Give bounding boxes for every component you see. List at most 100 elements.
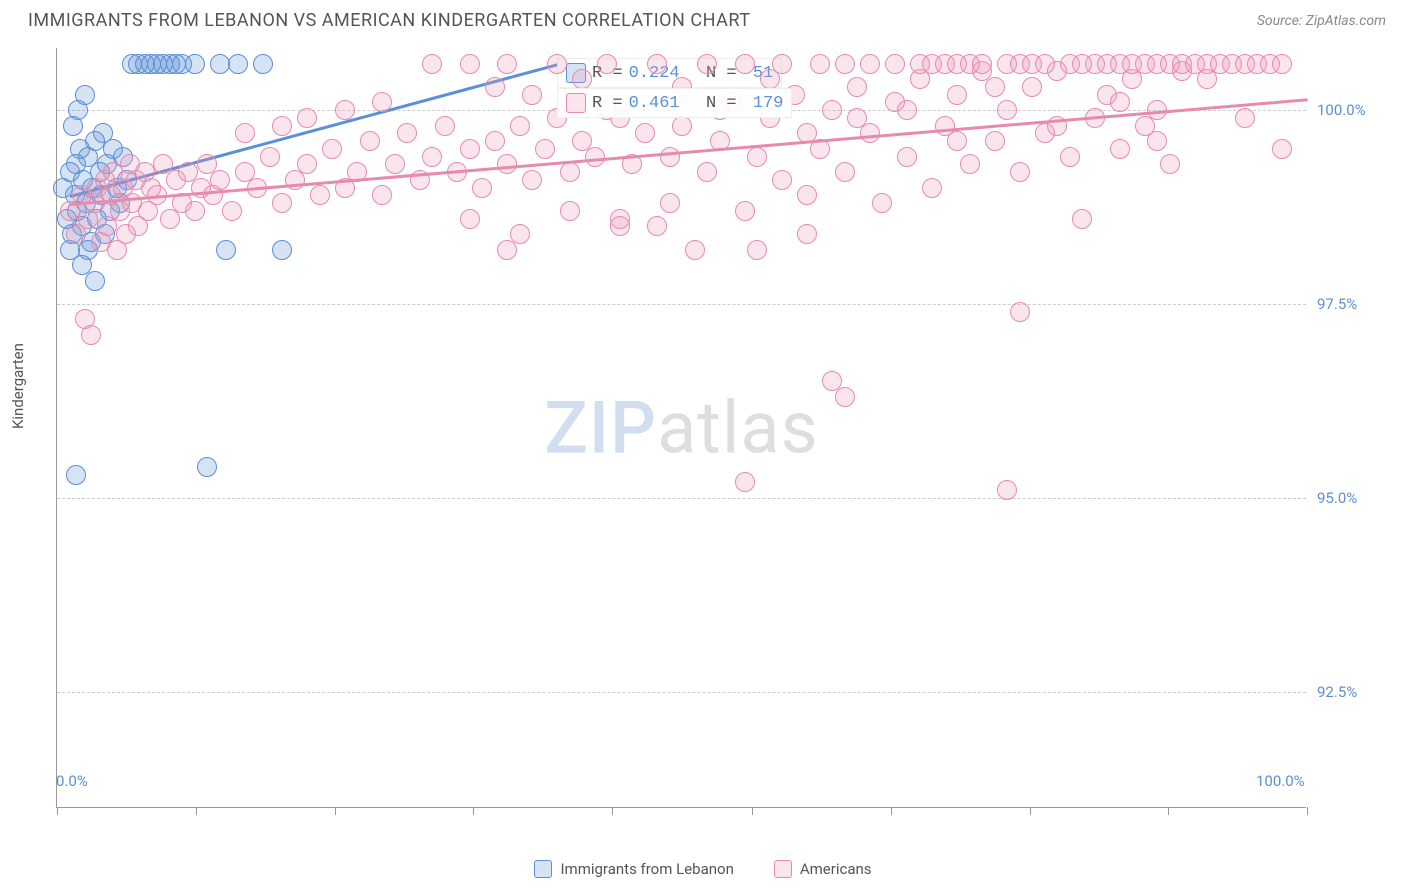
data-point: [747, 240, 767, 260]
data-point: [1022, 77, 1042, 97]
x-tick: [752, 807, 753, 815]
data-point: [1010, 302, 1030, 322]
stats-n-label: N =: [686, 94, 737, 113]
data-point: [810, 54, 830, 74]
y-tick-label: 95.0%: [1317, 489, 1357, 507]
data-point: [660, 193, 680, 213]
data-point: [697, 54, 717, 74]
data-point: [947, 131, 967, 151]
data-point: [510, 224, 530, 244]
y-tick-label: 92.5%: [1317, 683, 1357, 701]
data-point: [972, 54, 992, 74]
data-point: [560, 201, 580, 221]
data-point: [572, 69, 592, 89]
data-point: [253, 54, 273, 74]
data-point: [228, 54, 248, 74]
data-point: [460, 54, 480, 74]
data-point: [660, 147, 680, 167]
data-point: [835, 54, 855, 74]
gridline: [57, 498, 1306, 499]
data-point: [672, 116, 692, 136]
data-point: [385, 154, 405, 174]
data-point: [597, 54, 617, 74]
data-point: [185, 201, 205, 221]
data-point: [235, 123, 255, 143]
data-point: [735, 54, 755, 74]
y-tick-label: 97.5%: [1317, 295, 1357, 313]
gridline: [57, 304, 1306, 305]
data-point: [835, 387, 855, 407]
data-point: [747, 147, 767, 167]
data-point: [460, 209, 480, 229]
data-point: [472, 178, 492, 198]
data-point: [610, 216, 630, 236]
legend-swatch-icon: [534, 860, 552, 878]
x-tick: [335, 807, 336, 815]
data-point: [322, 139, 342, 159]
data-point: [222, 201, 242, 221]
data-point: [735, 201, 755, 221]
x-tick: [196, 807, 197, 815]
data-point: [460, 139, 480, 159]
watermark: ZIPatlas: [544, 385, 818, 470]
data-point: [522, 85, 542, 105]
data-point: [847, 77, 867, 97]
x-tick: [612, 807, 613, 815]
data-point: [860, 123, 880, 143]
data-point: [310, 185, 330, 205]
source-attribution: Source: ZipAtlas.com: [1257, 13, 1386, 29]
data-point: [585, 147, 605, 167]
data-point: [75, 85, 95, 105]
data-point: [797, 185, 817, 205]
x-tick: [57, 807, 58, 815]
data-point: [297, 154, 317, 174]
data-point: [1147, 131, 1167, 151]
data-point: [297, 108, 317, 128]
data-point: [797, 224, 817, 244]
x-tick: [1307, 807, 1308, 815]
data-point: [1072, 209, 1092, 229]
data-point: [197, 457, 217, 477]
legend-item-lebanon: Immigrants from Lebanon: [534, 860, 733, 878]
data-point: [885, 54, 905, 74]
data-point: [1197, 69, 1217, 89]
data-point: [822, 100, 842, 120]
data-point: [497, 54, 517, 74]
y-tick-label: 100.0%: [1317, 101, 1366, 119]
legend-swatch-icon: [774, 860, 792, 878]
chart-title: IMMIGRANTS FROM LEBANON VS AMERICAN KIND…: [28, 10, 750, 31]
data-point: [485, 131, 505, 151]
data-point: [997, 480, 1017, 500]
x-tick: [1030, 807, 1031, 815]
data-point: [535, 139, 555, 159]
data-point: [210, 54, 230, 74]
data-point: [422, 54, 442, 74]
data-point: [560, 162, 580, 182]
stats-r-value: 0.461: [629, 94, 680, 113]
data-point: [1035, 54, 1055, 74]
data-point: [872, 193, 892, 213]
data-point: [947, 85, 967, 105]
data-point: [997, 100, 1017, 120]
data-point: [66, 465, 86, 485]
data-point: [685, 240, 705, 260]
data-point: [772, 170, 792, 190]
data-point: [897, 147, 917, 167]
data-point: [81, 325, 101, 345]
x-tick: [473, 807, 474, 815]
data-point: [735, 472, 755, 492]
data-point: [435, 116, 455, 136]
data-point: [216, 240, 236, 260]
x-tick: [891, 807, 892, 815]
gridline: [57, 692, 1306, 693]
data-point: [272, 240, 292, 260]
y-axis-label: Kindergarten: [9, 343, 27, 429]
data-point: [960, 154, 980, 174]
data-point: [760, 69, 780, 89]
data-point: [1060, 147, 1080, 167]
data-point: [372, 92, 392, 112]
data-point: [847, 108, 867, 128]
stats-r-label: R =: [592, 94, 623, 113]
legend-item-americans: Americans: [774, 860, 872, 878]
data-point: [397, 123, 417, 143]
